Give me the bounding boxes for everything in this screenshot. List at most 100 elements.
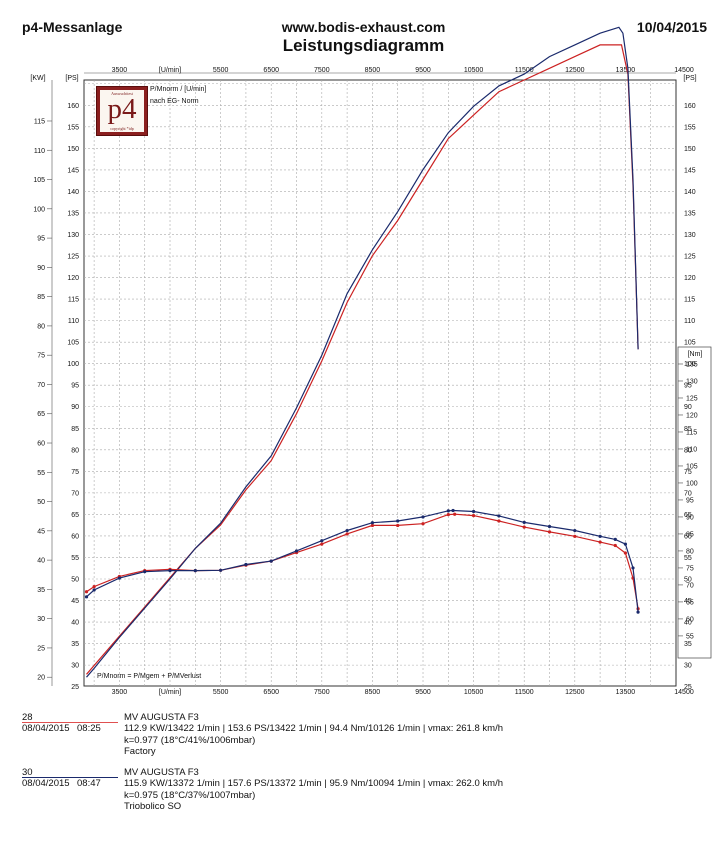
kw-tick: 80 (37, 323, 45, 330)
ps-tick-right: 135 (684, 210, 696, 217)
ps-tick-right: 115 (684, 297, 695, 304)
ps-tick-right: 150 (684, 146, 696, 153)
kw-tick: 85 (37, 294, 45, 301)
ps-tick-left: 135 (67, 210, 79, 217)
ps-tick-left: 35 (71, 641, 79, 648)
series-line-power-1 (86, 26, 639, 678)
ps-tick-left: 85 (71, 426, 79, 433)
nm-tick: 80 (686, 548, 694, 555)
x-tick-bottom: 9500 (415, 689, 431, 696)
torque-point (269, 559, 273, 563)
ps-tick-left: 25 (71, 684, 79, 691)
ps-tick-right: 145 (684, 167, 696, 174)
x-tick-bottom: 6500 (263, 689, 279, 696)
torque-point (547, 530, 552, 534)
ps-tick-left: 145 (67, 167, 79, 174)
x-tick-bottom: 7500 (314, 689, 330, 696)
series-line-torque-3 (86, 509, 639, 613)
run-28-label: Factory (124, 746, 156, 757)
ps-tick-right: 155 (684, 124, 696, 131)
run-28-model: MV AUGUSTA F3 (124, 712, 199, 723)
run-28-line2: k=0.977 (18°C/41%/1006mbar) (124, 735, 256, 746)
ps-tick-right: 70 (684, 490, 692, 497)
ps-tick-left: 60 (71, 533, 79, 540)
ps-tick-right: 160 (684, 103, 696, 110)
p4-logo: Auswuchttest p4 copyright *idp (96, 86, 148, 136)
run-28-date: 08/04/2015 (22, 723, 70, 734)
x-tick-top: 14500 (674, 67, 694, 74)
torque-point (370, 523, 375, 528)
chart-title: Leistungsdiagramm (282, 36, 445, 55)
header-left: p4-Messanlage (22, 19, 123, 35)
logo-top-text: Auswuchttest (111, 91, 133, 96)
torque-point (396, 523, 400, 528)
ps-tick-left: 125 (67, 254, 79, 261)
torque-point (636, 610, 640, 614)
kw-tick: 90 (37, 265, 45, 272)
run-30-id: 30 (22, 767, 33, 778)
x-tick-bottom: 11500 (515, 689, 534, 696)
torque-point (497, 514, 501, 518)
run-30-color-line (22, 777, 118, 778)
nm-tick: 95 (686, 497, 694, 504)
torque-point (522, 520, 526, 524)
kw-tick: 110 (34, 148, 45, 155)
kw-tick: 75 (37, 353, 45, 360)
ps-tick-left: 100 (67, 361, 79, 368)
logo-text: p4 (107, 93, 137, 125)
run-28-color-line (22, 722, 118, 723)
torque-point (446, 509, 450, 513)
ps-tick-right: 125 (684, 254, 696, 261)
torque-point (573, 528, 577, 533)
torque-point (143, 570, 147, 574)
torque-point (547, 524, 552, 529)
torque-point (345, 528, 349, 533)
ps-tick-left: 80 (71, 447, 79, 454)
kw-tick: 105 (33, 177, 45, 184)
ps-unit-left: [PS] (65, 75, 78, 82)
kw-tick: 115 (34, 118, 45, 125)
torque-point (345, 532, 349, 536)
x-tick-bottom: 10500 (464, 689, 484, 696)
kw-tick: 70 (37, 382, 45, 389)
ps-tick-left: 55 (71, 555, 79, 562)
nm-tick: 105 (686, 463, 698, 470)
logo-bottom-text: copyright *idp (110, 126, 134, 131)
ps-tick-right: 30 (684, 663, 692, 670)
x-tick-top: [U/min] (159, 67, 181, 74)
run-30-date: 08/04/2015 (22, 778, 70, 789)
ps-tick-right: 85 (684, 426, 692, 433)
ps-tick-right: 110 (684, 318, 695, 325)
run-30-line2: k=0.975 (18°C/37%/1007mbar) (124, 790, 256, 801)
ps-tick-right: 140 (684, 189, 696, 196)
ps-tick-left: 95 (71, 383, 79, 390)
nm-tick: 75 (686, 565, 694, 572)
kw-tick: 25 (37, 645, 45, 652)
ps-tick-right: 40 (684, 620, 692, 627)
torque-point (453, 512, 457, 516)
torque-point (219, 568, 223, 572)
ps-tick-left: 40 (71, 620, 79, 627)
ps-tick-right: 45 (684, 598, 692, 605)
torque-point (522, 525, 526, 529)
kw-tick: 35 (37, 587, 45, 594)
ps-tick-right: 120 (684, 275, 696, 282)
ps-tick-left: 70 (71, 490, 79, 497)
ps-tick-right: 100 (684, 361, 696, 368)
run-30-label: Triobolico SO (124, 801, 182, 812)
kw-unit: [KW] (30, 75, 45, 82)
torque-point (193, 569, 197, 573)
torque-point (92, 585, 96, 589)
torque-point (623, 551, 628, 555)
kw-tick: 55 (37, 470, 45, 477)
run-30-line1: 115.9 KW/13372 1/min | 157.6 PS/13372 1/… (124, 778, 503, 789)
torque-point (84, 590, 89, 594)
torque-point (613, 543, 617, 548)
formula-text: P/Mnorm = P/Mgem + P/MVerlust (97, 673, 202, 680)
ps-tick-right: 35 (684, 641, 692, 648)
torque-point (92, 588, 96, 592)
kw-tick: 100 (33, 206, 45, 213)
x-tick-bottom: 13500 (616, 689, 636, 696)
ps-tick-right: 25 (684, 684, 692, 691)
nm-tick: 125 (686, 395, 698, 402)
